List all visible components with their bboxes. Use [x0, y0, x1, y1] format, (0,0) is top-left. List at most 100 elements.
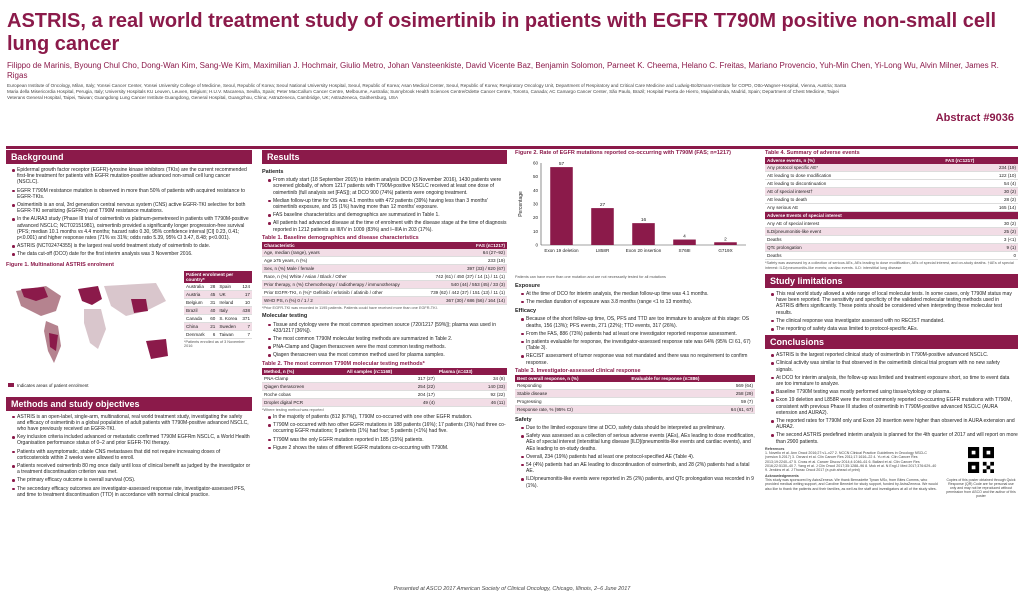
table-cell: 317 (27) — [344, 374, 437, 383]
table-cell: 204 (17) — [344, 390, 437, 399]
column-3: Figure 2. Rate of EGFR mutations reporte… — [515, 150, 755, 491]
bullet-item: The reporting of safety data was limited… — [771, 326, 1018, 332]
y-axis-title: Percentage — [518, 191, 524, 217]
table-row: Responding 569 (64) — [515, 381, 755, 390]
limitations-heading: Study limitations — [765, 274, 1018, 288]
bar — [714, 242, 737, 245]
table-cell: Brazil — [184, 306, 208, 315]
table-cell: 7 — [239, 322, 252, 331]
footer: Presented at ASCO 2017 American Society … — [393, 586, 631, 592]
table-cell: 569 (64) — [629, 381, 755, 390]
table1: Characteristic FAS (n=1217) Age, median (… — [262, 241, 507, 305]
affiliations: European Institute of Oncology, Milan, I… — [7, 83, 847, 100]
table-cell: Ireland — [217, 298, 240, 307]
table4-title: Table 4. Summary of adverse events — [765, 150, 860, 156]
table-row: Any protocol specific AE* 234 (19) — [765, 164, 1018, 172]
table-row: Adverse Events of special interest — [765, 211, 1018, 220]
table-cell: Adverse events, n (%) — [765, 157, 944, 164]
bullet-item: The primary efficacy outcome is overall … — [12, 477, 252, 483]
refs-block: References 1. Novello et al. Ann Oncol 2… — [765, 446, 1018, 498]
bullet-item: Osimertinib is an oral, 3rd generation c… — [12, 202, 252, 214]
table-cell: Deaths — [765, 251, 944, 260]
bullet-item: Tissue and cytology were the most common… — [268, 322, 507, 334]
refs-text: 1. Novello et al. Ann Oncol 2016;27:v1–v… — [765, 451, 937, 473]
ack-text: This study was sponsored by AstraZeneca.… — [765, 477, 938, 491]
bullet-item: Baseline T790M testing was mostly perfor… — [771, 389, 1018, 395]
bar-value-label: 27 — [600, 202, 606, 208]
table3: Best overall response, n (%) Evaluable fo… — [515, 374, 755, 414]
table-row: QTc prolongation 9 (1) — [765, 243, 1018, 252]
bullet-item: From the FAS, 886 (73%) patients had at … — [521, 331, 755, 337]
table-cell: Prior EGFR-TKI, n (%)* Gefitinib / erlot… — [262, 288, 419, 297]
table-cell: 28 (2) — [943, 195, 1018, 204]
bullet-item: RECIST assessment of tumor response was … — [521, 353, 755, 366]
table4: Adverse events, n (%) FAS (n=1217) Any pr… — [765, 157, 1018, 260]
table-row: Any serious AE 165 (14) — [765, 203, 1018, 212]
x-tick-label: L858R — [596, 248, 610, 253]
bullet-item: Key inclusion criteria included advanced… — [12, 434, 252, 446]
map-legend: Indicates areas of patient enrolment — [8, 383, 89, 388]
table-cell: 438 — [239, 306, 252, 315]
table-row: Age, median (range), years 64 (27–92) — [262, 248, 507, 257]
table-cell: Any AE of special interest — [765, 219, 944, 228]
table1-note: *Prior EGFR-TKI was recorded in 1195 pat… — [262, 305, 438, 310]
figure2-chart: 0 10 20 30 40 50 60 Percentage 57 Exon 19 deletio… — [518, 161, 746, 253]
efficacy-label: Efficacy — [515, 308, 537, 315]
y-tick-label: 60 — [533, 161, 539, 166]
table-row: Stable disease 258 (29) — [515, 389, 755, 398]
table-cell: 739 (62) / 442 (37) / 151 (13) / 11 (1) — [418, 288, 507, 297]
legend-text: Indicates areas of patient enrolment — [17, 382, 89, 388]
table-cell: 34 (8) — [436, 374, 507, 383]
bullet-item: Epidermal growth factor receptor (EGFR)-… — [12, 167, 252, 186]
table-row: China 21 Sweden 7 — [184, 322, 252, 331]
table-cell: 64 (27–92) — [418, 248, 507, 257]
table-row: Deaths 0 — [765, 251, 1018, 260]
table-cell: 397 (33) / 820 (67) — [418, 264, 507, 273]
patients-label: Patients — [262, 169, 284, 175]
table-cell: Austria — [184, 290, 208, 299]
abstract-number: Abstract #9036 — [935, 112, 1014, 124]
table-cell: 10 — [239, 298, 252, 307]
table-cell: 25 (2) — [943, 227, 1018, 236]
bullet-item: The clinical response was investigator a… — [771, 318, 1018, 324]
table-cell: 3 (<1) — [943, 235, 1018, 244]
y-tick-label: 0 — [535, 243, 538, 248]
table-cell: 17 — [239, 290, 252, 299]
table-cell: 742 (61) / 450 (37) / 14 (1) / 11 (1) — [418, 272, 507, 281]
table-cell: Belgium — [184, 298, 208, 307]
y-tick-label: 10 — [533, 229, 539, 234]
table2-note: *Where testing method was reported — [262, 407, 324, 412]
exposure-label: Exposure — [515, 282, 541, 289]
table-cell: 31 — [207, 298, 218, 307]
bullet-item: ILD/pneumonitis-like events were reporte… — [521, 476, 755, 489]
legend-swatch — [8, 383, 14, 388]
bar-value-label: 4 — [683, 234, 686, 240]
bullet-item: Exon 19 deletion and L858R were the most… — [771, 397, 1018, 416]
table-cell: 258 (29) — [629, 389, 755, 398]
bullet-item: T790M co-occurred with two other EGFR mu… — [268, 422, 507, 434]
table-cell: Qiagen therascreen — [262, 382, 345, 391]
table-cell: All samples (n=1168) — [344, 367, 437, 375]
conclusions-heading: Conclusions — [765, 335, 1018, 350]
table-cell: UK — [217, 290, 240, 299]
bullet-item: At the time of DCO for interim analysis,… — [521, 291, 755, 297]
table-row: Belgium 31 Ireland 10 — [184, 298, 252, 307]
qr-code-icon[interactable] — [968, 446, 994, 473]
table-row: AE leading to death 28 (2) — [765, 195, 1018, 204]
table-cell: Any protocol specific AE* — [765, 164, 944, 172]
bullet-item: The reported rates for T790M only and Ex… — [771, 418, 1018, 430]
bullet-item: Overall, 234 (19%) patients had at least… — [521, 454, 755, 460]
table-cell: Prior therapy, n (%) Chemotherapy / radi… — [262, 280, 419, 289]
table3-title: Table 3. Investigator-assessed clinical … — [515, 367, 641, 374]
y-tick-label: 30 — [533, 202, 539, 207]
t790-body: In the majority of patients (812 [67%]),… — [262, 412, 507, 451]
table-cell: Taiwan — [217, 330, 240, 339]
table-cell: 371 — [239, 314, 252, 323]
table-cell: AE leading to death — [765, 195, 944, 204]
table-cell: 46 (11) — [436, 398, 507, 407]
table-row: Denmark 6 Taiwan 7 — [184, 330, 252, 339]
column-2: Results Patients From study start (18 Se… — [262, 150, 507, 453]
table-cell: Roche cobas — [262, 390, 345, 399]
table4-note: *Safety was assessed by a collection of … — [765, 261, 1014, 270]
table-row: Qiagen therascreen 254 (22) 140 (33) — [262, 382, 507, 391]
